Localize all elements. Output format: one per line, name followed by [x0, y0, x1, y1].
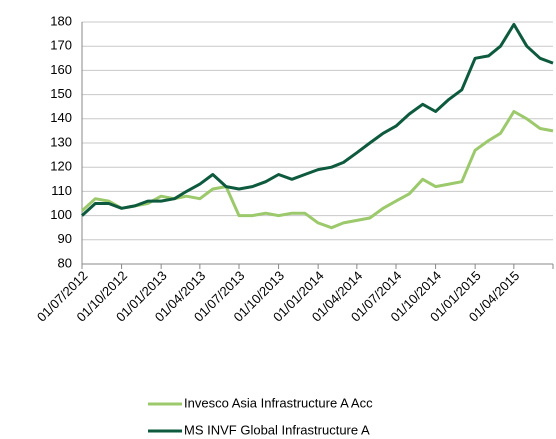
y-tick-label: 180 — [50, 13, 72, 28]
y-tick-label: 160 — [50, 62, 72, 77]
y-tick-label: 100 — [50, 207, 72, 222]
legend-label: Invesco Asia Infrastructure A Acc — [184, 395, 373, 410]
y-tick-label: 140 — [50, 110, 72, 125]
y-tick-label: 130 — [50, 134, 72, 149]
y-tick-label: 110 — [51, 183, 72, 198]
y-tick-label: 80 — [58, 255, 72, 270]
y-tick-label: 150 — [50, 86, 72, 101]
y-tick-label: 170 — [50, 38, 72, 53]
y-tick-label: 120 — [50, 159, 72, 174]
series-line — [80, 22, 554, 217]
series-line — [80, 110, 554, 230]
y-tick-label: 90 — [58, 231, 72, 246]
legend-label: MS INVF Global Infrastructure A — [184, 422, 370, 437]
